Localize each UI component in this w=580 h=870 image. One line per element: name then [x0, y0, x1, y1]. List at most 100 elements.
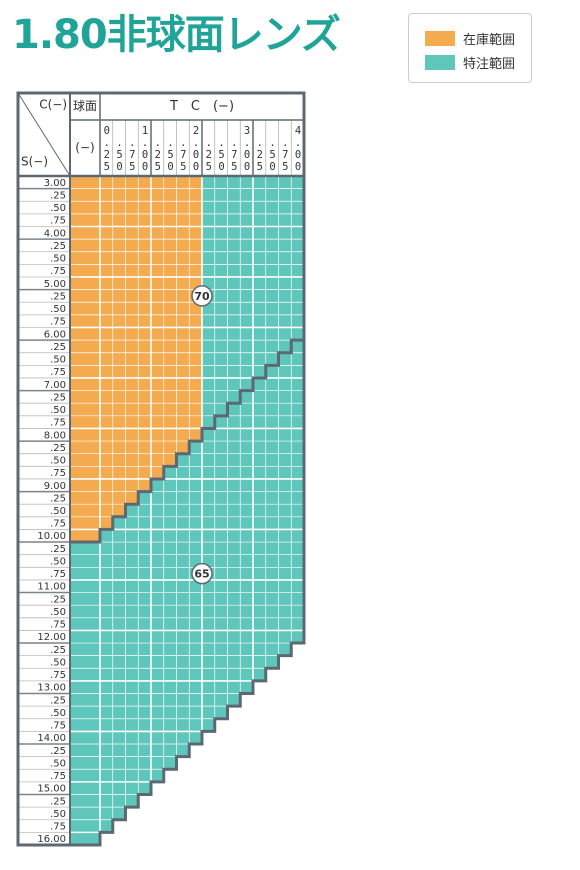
column-header: 4.00 [292, 125, 304, 173]
legend-item: 特注範囲 [425, 50, 531, 74]
stock-cells [70, 213, 202, 227]
cyl-header: T C (−) [169, 99, 234, 114]
row-label: .50 [50, 556, 66, 567]
row-label: .25 [50, 241, 66, 252]
custom-cells [70, 794, 139, 808]
row-label: .25 [50, 190, 66, 201]
custom-cells [70, 756, 177, 770]
legend-swatch [425, 54, 455, 70]
stock-cells [70, 289, 202, 303]
column-header: .50 [266, 137, 279, 173]
row-label: .25 [50, 796, 66, 807]
custom-cells [70, 680, 253, 694]
zone-badge [191, 285, 213, 307]
row-label: .25 [50, 695, 66, 706]
column-header: .75 [126, 137, 139, 173]
legend-swatch [425, 30, 455, 46]
legend: 在庫範囲 特注範囲 [408, 13, 532, 83]
stock-cells [70, 239, 202, 252]
row-label: .75 [50, 468, 66, 479]
row-label: 5.00 [44, 279, 66, 290]
corner-diagonal [17, 92, 71, 177]
row-label: .75 [50, 620, 66, 631]
stock-cells [70, 466, 164, 479]
column-header: 1.00 [139, 125, 151, 173]
stock-cells [70, 504, 126, 517]
column-header: .75 [177, 137, 190, 173]
row-label: 9.00 [44, 481, 66, 492]
stock-cells [70, 478, 151, 492]
row-label: .25 [50, 443, 66, 454]
column-header: .50 [113, 137, 126, 173]
row-label: .75 [50, 418, 66, 429]
custom-cells [70, 781, 151, 795]
custom-cells [70, 706, 228, 719]
row-label: .25 [50, 342, 66, 353]
zone-badge [191, 562, 213, 585]
custom-cells [138, 491, 304, 505]
row-label: .50 [50, 355, 66, 366]
stock-cells [70, 251, 202, 265]
custom-cells [70, 832, 100, 845]
stock-cells [70, 403, 202, 416]
row-label: 13.00 [37, 683, 66, 694]
row-label: .50 [50, 405, 66, 416]
custom-cells [70, 819, 113, 833]
custom-cells [70, 542, 304, 555]
corner-bottom: S(−) [21, 155, 48, 169]
column-header: .25 [202, 137, 215, 173]
row-label: 3.00 [44, 178, 66, 189]
custom-cells [70, 718, 215, 732]
column-header: .50 [164, 137, 177, 173]
row-label: .75 [50, 519, 66, 530]
custom-cells [70, 567, 304, 580]
row-label: 7.00 [44, 380, 66, 391]
stock-cells [70, 491, 139, 505]
row-label: 16.00 [37, 834, 66, 845]
row-label: .75 [50, 367, 66, 378]
row-label: .50 [50, 708, 66, 719]
column-header: 2.00 [190, 125, 202, 173]
row-label: .75 [50, 216, 66, 227]
custom-cells [70, 592, 304, 606]
custom-cells [70, 655, 279, 669]
row-label: 15.00 [37, 784, 66, 795]
row-label: .75 [50, 721, 66, 732]
row-label: 11.00 [37, 582, 66, 593]
row-label: 4.00 [44, 228, 66, 239]
legend-label: 特注範囲 [463, 56, 516, 72]
row-label: .25 [50, 493, 66, 504]
custom-cells [70, 605, 304, 618]
custom-cells [70, 668, 266, 681]
custom-cells [70, 617, 304, 631]
row-label: .25 [50, 645, 66, 656]
row-label: .75 [50, 771, 66, 782]
row-label: .50 [50, 456, 66, 467]
row-label: 10.00 [37, 531, 66, 542]
column-header: .25 [151, 137, 164, 173]
stock-cells [70, 390, 202, 404]
corner-top: C(−) [39, 98, 67, 112]
custom-cells [70, 643, 292, 656]
custom-cells [70, 769, 164, 782]
row-label: .25 [50, 392, 66, 403]
row-label: .75 [50, 670, 66, 681]
stock-cells [70, 264, 202, 277]
stock-cells [70, 188, 202, 202]
stock-cells [70, 176, 202, 189]
stock-cells [70, 365, 202, 378]
custom-cells [163, 466, 304, 479]
row-label: .75 [50, 569, 66, 580]
row-label: .75 [50, 822, 66, 833]
column-header: .50 [215, 137, 228, 173]
row-label: 14.00 [37, 733, 66, 744]
stock-cells [70, 516, 113, 530]
row-label: .50 [50, 758, 66, 769]
row-label: .50 [50, 506, 66, 517]
legend-label: 在庫範囲 [463, 32, 516, 48]
stock-cells [70, 302, 202, 315]
row-label: .50 [50, 254, 66, 265]
stock-cells [70, 428, 202, 442]
column-header: 0.25 [100, 125, 113, 173]
